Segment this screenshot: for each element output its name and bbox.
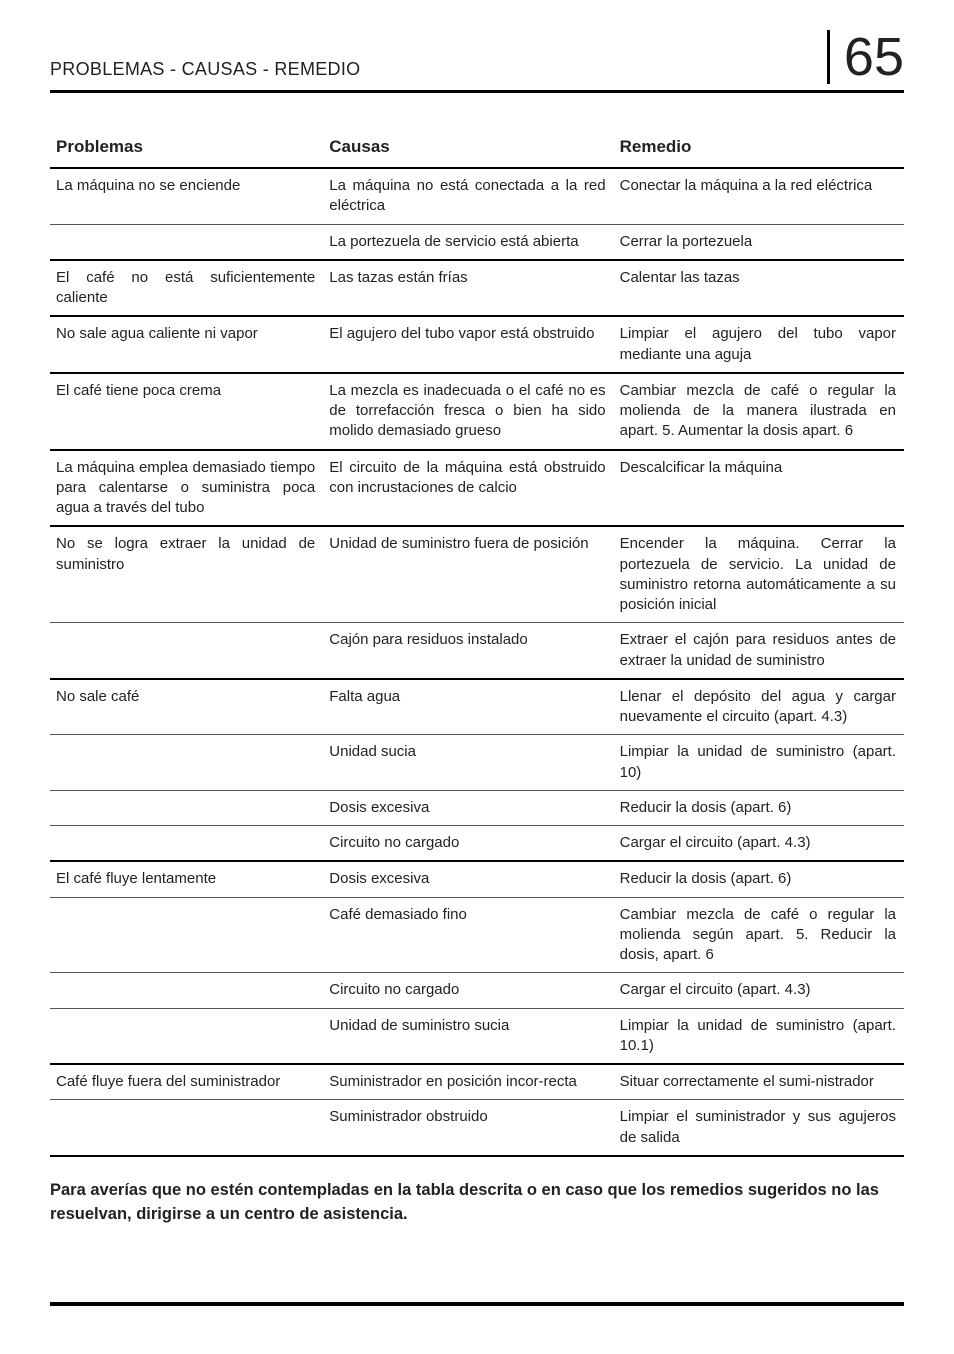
cell-problema: El café fluye lentamente — [50, 861, 323, 897]
cell-problema: No sale agua caliente ni vapor — [50, 316, 323, 373]
cell-causa: La mezcla es inadecuada o el café no es … — [323, 373, 613, 450]
cell-remedio: Encender la máquina. Cerrar la portezuel… — [614, 526, 904, 623]
cell-problema — [50, 735, 323, 791]
cell-remedio: Reducir la dosis (apart. 6) — [614, 790, 904, 825]
cell-problema: Café fluye fuera del suministrador — [50, 1064, 323, 1100]
table-row: No sale caféFalta aguaLlenar el depósito… — [50, 679, 904, 735]
table-row: Unidad de suministro suciaLimpiar la uni… — [50, 1008, 904, 1064]
cell-causa: Suministrador en posición incor-recta — [323, 1064, 613, 1100]
cell-causa: Café demasiado fino — [323, 897, 613, 973]
cell-causa: Suministrador obstruido — [323, 1100, 613, 1156]
table-row: Cajón para residuos instaladoExtraer el … — [50, 623, 904, 679]
cell-causa: El agujero del tubo vapor está obstruido — [323, 316, 613, 373]
cell-causa: Dosis excesiva — [323, 790, 613, 825]
cell-causa: Unidad sucia — [323, 735, 613, 791]
cell-causa: Circuito no cargado — [323, 826, 613, 862]
header-bar: PROBLEMAS - CAUSAS - REMEDIO 65 — [50, 30, 904, 93]
section-title: PROBLEMAS - CAUSAS - REMEDIO — [50, 59, 360, 80]
cell-problema — [50, 826, 323, 862]
cell-remedio: Calentar las tazas — [614, 260, 904, 317]
cell-causa: Falta agua — [323, 679, 613, 735]
table-row: El café no está suficientemente caliente… — [50, 260, 904, 317]
footnote-text: Para averías que no estén contempladas e… — [50, 1179, 904, 1227]
cell-causa: La máquina no está conectada a la red el… — [323, 168, 613, 224]
cell-remedio: Limpiar el agujero del tubo vapor median… — [614, 316, 904, 373]
cell-causa: Cajón para residuos instalado — [323, 623, 613, 679]
table-row: La portezuela de servicio está abiertaCe… — [50, 224, 904, 260]
cell-remedio: Limpiar la unidad de suministro (apart. … — [614, 1008, 904, 1064]
table-row: Suministrador obstruidoLimpiar el sumini… — [50, 1100, 904, 1156]
col-header-problemas: Problemas — [50, 129, 323, 168]
table-body: La máquina no se enciendeLa máquina no e… — [50, 168, 904, 1156]
cell-problema — [50, 790, 323, 825]
cell-remedio: Descalcificar la máquina — [614, 450, 904, 527]
page-root: PROBLEMAS - CAUSAS - REMEDIO 65 Problema… — [0, 0, 954, 1354]
cell-causa: Dosis excesiva — [323, 861, 613, 897]
cell-problema: El café no está suficientemente caliente — [50, 260, 323, 317]
cell-remedio: Limpiar el suministrador y sus agujeros … — [614, 1100, 904, 1156]
cell-causa: Unidad de suministro fuera de posición — [323, 526, 613, 623]
col-header-causas: Causas — [323, 129, 613, 168]
table-row: Café demasiado finoCambiar mezcla de caf… — [50, 897, 904, 973]
cell-remedio: Limpiar la unidad de suministro (apart. … — [614, 735, 904, 791]
cell-problema: No se logra extraer la unidad de suminis… — [50, 526, 323, 623]
cell-remedio: Situar correctamente el sumi-nistrador — [614, 1064, 904, 1100]
cell-remedio: Cargar el circuito (apart. 4.3) — [614, 826, 904, 862]
cell-remedio: Llenar el depósito del agua y cargar nue… — [614, 679, 904, 735]
cell-problema — [50, 897, 323, 973]
table-row: Dosis excesivaReducir la dosis (apart. 6… — [50, 790, 904, 825]
table-row: Circuito no cargadoCargar el circuito (a… — [50, 973, 904, 1008]
col-header-remedio: Remedio — [614, 129, 904, 168]
cell-problema — [50, 623, 323, 679]
footer-rule — [50, 1302, 904, 1306]
table-row: La máquina emplea demasiado tiempo para … — [50, 450, 904, 527]
troubleshoot-table: Problemas Causas Remedio La máquina no s… — [50, 129, 904, 1157]
cell-problema — [50, 1100, 323, 1156]
cell-remedio: Cargar el circuito (apart. 4.3) — [614, 973, 904, 1008]
cell-causa: El circuito de la máquina está obstruido… — [323, 450, 613, 527]
cell-remedio: Reducir la dosis (apart. 6) — [614, 861, 904, 897]
cell-remedio: Extraer el cajón para residuos antes de … — [614, 623, 904, 679]
cell-problema: La máquina emplea demasiado tiempo para … — [50, 450, 323, 527]
table-row: Unidad suciaLimpiar la unidad de suminis… — [50, 735, 904, 791]
cell-problema — [50, 1008, 323, 1064]
cell-causa: Unidad de suministro sucia — [323, 1008, 613, 1064]
cell-remedio: Cerrar la portezuela — [614, 224, 904, 260]
cell-remedio: Cambiar mezcla de café o regular la moli… — [614, 897, 904, 973]
table-row: No sale agua caliente ni vaporEl agujero… — [50, 316, 904, 373]
cell-problema — [50, 224, 323, 260]
cell-problema: No sale café — [50, 679, 323, 735]
table-row: El café tiene poca cremaLa mezcla es ina… — [50, 373, 904, 450]
cell-remedio: Conectar la máquina a la red eléctrica — [614, 168, 904, 224]
table-row: Circuito no cargadoCargar el circuito (a… — [50, 826, 904, 862]
cell-causa: Circuito no cargado — [323, 973, 613, 1008]
cell-problema — [50, 973, 323, 1008]
cell-causa: La portezuela de servicio está abierta — [323, 224, 613, 260]
table-header-row: Problemas Causas Remedio — [50, 129, 904, 168]
table-row: El café fluye lentamenteDosis excesivaRe… — [50, 861, 904, 897]
table-row: No se logra extraer la unidad de suminis… — [50, 526, 904, 623]
cell-problema: La máquina no se enciende — [50, 168, 323, 224]
table-row: Café fluye fuera del suministradorSumini… — [50, 1064, 904, 1100]
cell-problema: El café tiene poca crema — [50, 373, 323, 450]
table-row: La máquina no se enciendeLa máquina no e… — [50, 168, 904, 224]
page-number: 65 — [827, 30, 904, 84]
cell-causa: Las tazas están frías — [323, 260, 613, 317]
cell-remedio: Cambiar mezcla de café o regular la moli… — [614, 373, 904, 450]
